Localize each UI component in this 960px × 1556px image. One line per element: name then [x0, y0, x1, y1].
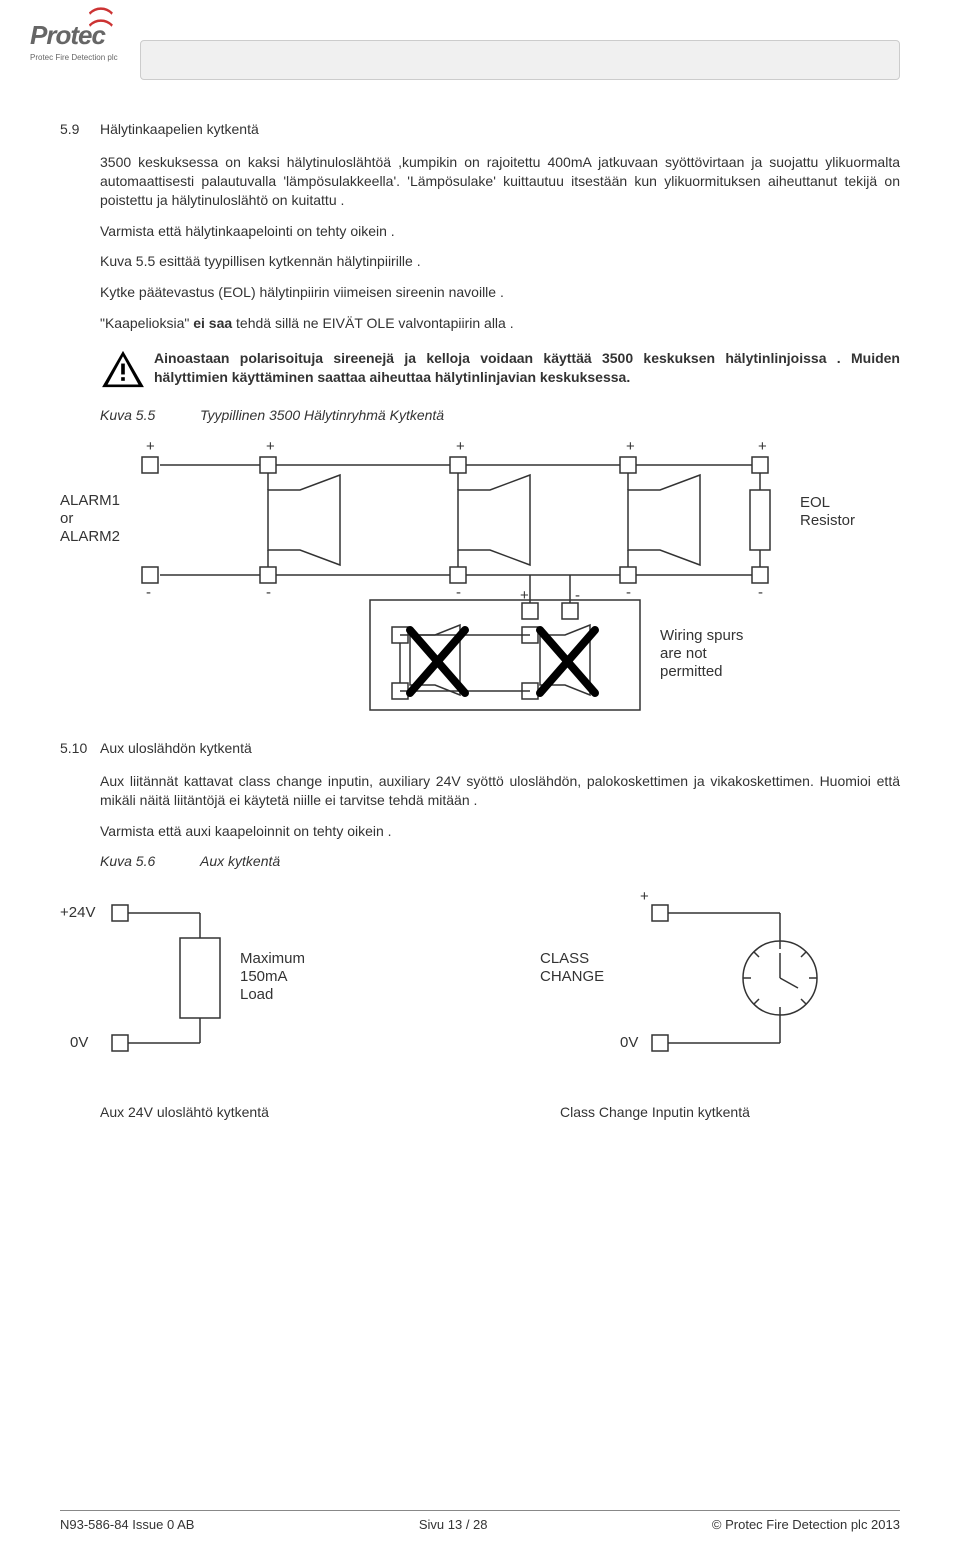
svg-text:ALARM2: ALARM2	[60, 528, 120, 545]
section-5-10-heading: 5.10 Aux uloslähdön kytkentä	[60, 739, 900, 758]
svg-text:permitted: permitted	[660, 663, 723, 680]
svg-text:+: +	[520, 587, 529, 604]
alarm-label: ALARM1	[60, 492, 120, 509]
svg-text:Load: Load	[240, 986, 273, 1003]
plus-label: +	[146, 438, 155, 455]
footer-right: © Protec Fire Detection plc 2013	[712, 1517, 900, 1532]
page-content: 5.9 Hälytinkaapelien kytkentä 3500 kesku…	[60, 120, 900, 1122]
brand-logo: Protec ⌒⌒ Protec Fire Detection plc	[30, 20, 140, 62]
svg-text:-: -	[456, 584, 461, 601]
paragraph: 3500 keskuksessa on kaksi hälytinulosläh…	[100, 153, 900, 210]
svg-text:+: +	[758, 438, 767, 455]
svg-text:Resistor: Resistor	[800, 512, 855, 529]
svg-text:-: -	[626, 584, 631, 601]
diagram-5-6: +24V 0V Maximum 150mA Load	[60, 883, 900, 1073]
page-footer: N93-586-84 Issue 0 AB Sivu 13 / 28 © Pro…	[60, 1510, 900, 1532]
eol-label: EOL	[800, 494, 830, 511]
section-number: 5.9	[60, 120, 100, 139]
text: tehdä sillä ne EIVÄT OLE valvontapiirin …	[232, 315, 513, 331]
figure-label: Kuva 5.5	[100, 406, 200, 425]
aux-caption-right: Class Change Inputin kytkentä	[500, 1103, 900, 1122]
section-5-9-heading: 5.9 Hälytinkaapelien kytkentä	[60, 120, 900, 139]
warning-text: Ainoastaan polarisoituja sireenejä ja ke…	[154, 349, 900, 387]
load-label: Maximum	[240, 950, 305, 967]
svg-text:-: -	[266, 584, 271, 601]
class-change-label: CLASS	[540, 950, 589, 967]
section-5-10-body: Aux liitännät kattavat class change inpu…	[100, 772, 900, 872]
plus-label: +	[640, 888, 649, 905]
aux-caption-left: Aux 24V uloslähtö kytkentä	[100, 1103, 500, 1122]
logo-accent-icon: ⌒⌒	[89, 15, 113, 39]
text: "Kaapelioksia"	[100, 315, 193, 331]
spur-label: Wiring spurs	[660, 627, 743, 644]
diagram-5-5: + - +- +- +- +- +- ALARM1 or ALARM2 EOL …	[60, 435, 900, 715]
svg-text:-: -	[575, 587, 580, 604]
svg-text:+: +	[266, 438, 275, 455]
paragraph: "Kaapelioksia" ei saa tehdä sillä ne EIV…	[100, 314, 900, 333]
zero-v-label: 0V	[620, 1034, 638, 1051]
figure-caption: Tyypillinen 3500 Hälytinryhmä Kytkentä	[200, 406, 900, 425]
paragraph: Varmista että auxi kaapeloinnit on tehty…	[100, 822, 900, 841]
paragraph: Varmista että hälytinkaapelointi on teht…	[100, 222, 900, 241]
zero-v-label: 0V	[70, 1034, 88, 1051]
section-title: Hälytinkaapelien kytkentä	[100, 120, 900, 139]
svg-text:150mA: 150mA	[240, 968, 288, 985]
header-band	[140, 40, 900, 80]
aux-captions: Aux 24V uloslähtö kytkentä Class Change …	[100, 1103, 900, 1122]
plus24v-label: +24V	[60, 904, 95, 921]
paragraph: Kuva 5.5 esittää tyypillisen kytkennän h…	[100, 252, 900, 271]
aux-24v-diagram: +24V 0V Maximum 150mA Load	[60, 883, 420, 1073]
figure-5-5-label: Kuva 5.5 Tyypillinen 3500 Hälytinryhmä K…	[100, 406, 900, 425]
paragraph: Kytke päätevastus (EOL) hälytinpiirin vi…	[100, 283, 900, 302]
section-number: 5.10	[60, 739, 100, 758]
logo-tagline: Protec Fire Detection plc	[30, 53, 140, 62]
svg-text:-: -	[758, 584, 763, 601]
footer-left: N93-586-84 Issue 0 AB	[60, 1517, 194, 1532]
figure-5-6-label: Kuva 5.6 Aux kytkentä	[100, 852, 900, 871]
paragraph: Aux liitännät kattavat class change inpu…	[100, 772, 900, 810]
figure-caption: Aux kytkentä	[200, 852, 900, 871]
footer-center: Sivu 13 / 28	[419, 1517, 488, 1532]
svg-text:are not: are not	[660, 645, 708, 662]
minus-label: -	[146, 584, 151, 601]
svg-text:+: +	[456, 438, 465, 455]
svg-text:CHANGE: CHANGE	[540, 968, 604, 985]
figure-label: Kuva 5.6	[100, 852, 200, 871]
svg-text:+: +	[626, 438, 635, 455]
section-5-9-body: 3500 keskuksessa on kaksi hälytinulosläh…	[100, 153, 900, 425]
warning-block: Ainoastaan polarisoituja sireenejä ja ke…	[100, 349, 900, 394]
class-change-diagram: + 0V CLASS CHANGE	[540, 883, 900, 1073]
section-title: Aux uloslähdön kytkentä	[100, 739, 900, 758]
bold-text: ei saa	[193, 315, 232, 331]
warning-icon	[100, 349, 154, 394]
svg-text:or: or	[60, 510, 73, 527]
